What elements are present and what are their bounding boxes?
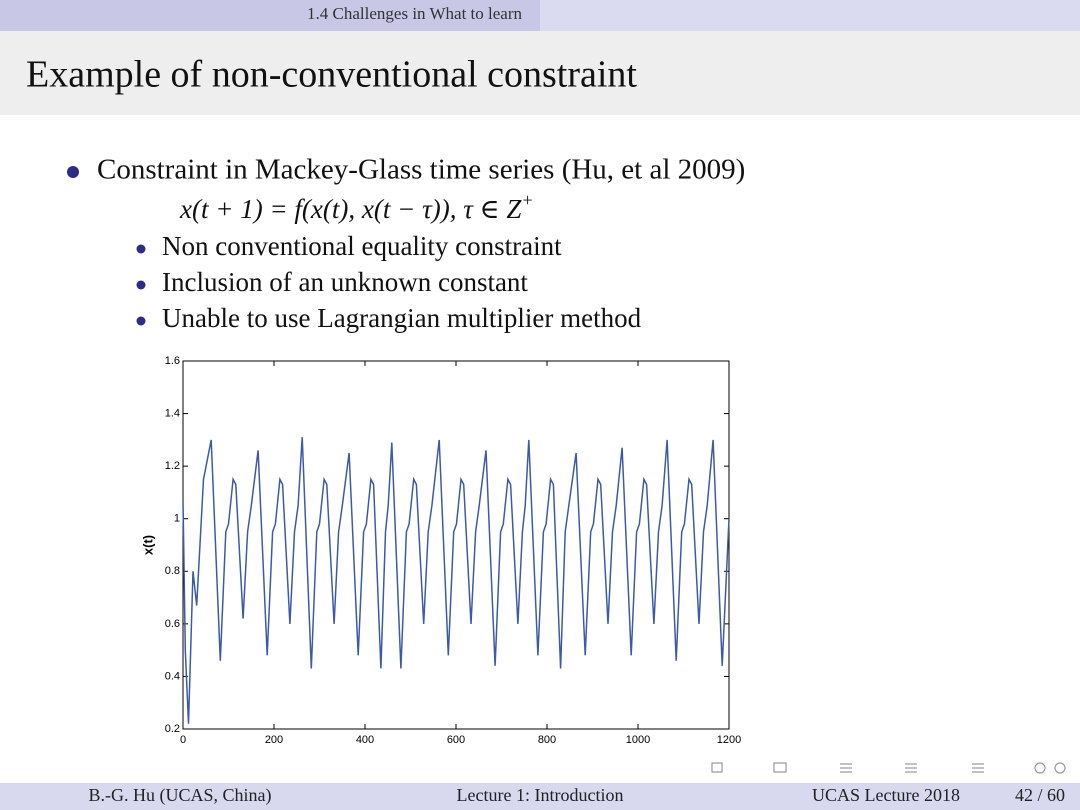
- footer-page: 42 / 60: [1015, 785, 1065, 805]
- bullet-dot: [67, 166, 79, 178]
- subbullet: Unable to use Lagrangian multiplier meth…: [162, 303, 642, 333]
- x-tick-label: 200: [265, 734, 283, 746]
- y-tick-label: 0.6: [165, 618, 180, 630]
- subbullet-dot: [136, 280, 146, 290]
- nav-symbols: [711, 762, 1066, 774]
- subbullet-dot: [136, 316, 146, 326]
- x-tick-label: 600: [447, 734, 465, 746]
- slide-title: Example of non-conventional constraint: [26, 54, 637, 96]
- footer-author: B.-G. Hu (UCAS, China): [89, 785, 272, 806]
- y-tick-label: 1.2: [165, 460, 180, 472]
- y-tick-label: 0.2: [165, 723, 180, 735]
- y-tick-label: 1: [174, 513, 180, 525]
- subbullets: Non conventional equality constraint Incl…: [136, 231, 642, 333]
- y-tick-label: 1.6: [165, 355, 180, 367]
- formula-sup: +: [521, 190, 533, 210]
- y-tick-label: 0.4: [165, 670, 180, 682]
- subbullet-dot: [136, 244, 146, 254]
- footer-lecture: Lecture 1: Introduction: [457, 785, 624, 805]
- x-tick-label: 0: [180, 734, 186, 746]
- x-tick-label: 800: [538, 734, 556, 746]
- subbullet: Inclusion of an unknown constant: [162, 267, 528, 297]
- footer-event: UCAS Lecture 2018: [812, 785, 960, 805]
- bullet: Constraint in Mackey-Glass time series (…: [97, 154, 745, 186]
- y-tick-label: 0.8: [165, 565, 180, 577]
- formula-text: x(t + 1) = f(x(t), x(t − τ)), τ ∈ Z: [179, 194, 522, 224]
- plot-frame: [182, 360, 730, 730]
- title-band: [0, 31, 1080, 115]
- header-section-bg: [0, 0, 540, 31]
- subbullet: Non conventional equality constraint: [162, 231, 562, 261]
- x-tick-label: 1200: [717, 734, 741, 746]
- plot: 0.2 0.4 0.6 0.8 1 1.2 1.4 1.6 0 200 400 600 800 1000 1…: [140, 355, 741, 746]
- formula: x(t + 1) = f(x(t), x(t − τ)), τ ∈ Z+: [179, 190, 534, 224]
- series-line: [182, 437, 730, 724]
- y-axis-label: x(t): [140, 535, 155, 555]
- header-section: 1.4 Challenges in What to learn: [307, 4, 522, 23]
- x-tick-label: 400: [356, 734, 374, 746]
- footer-bar: [0, 783, 1080, 810]
- y-tick-label: 1.4: [165, 407, 180, 419]
- x-tick-label: 1000: [626, 734, 650, 746]
